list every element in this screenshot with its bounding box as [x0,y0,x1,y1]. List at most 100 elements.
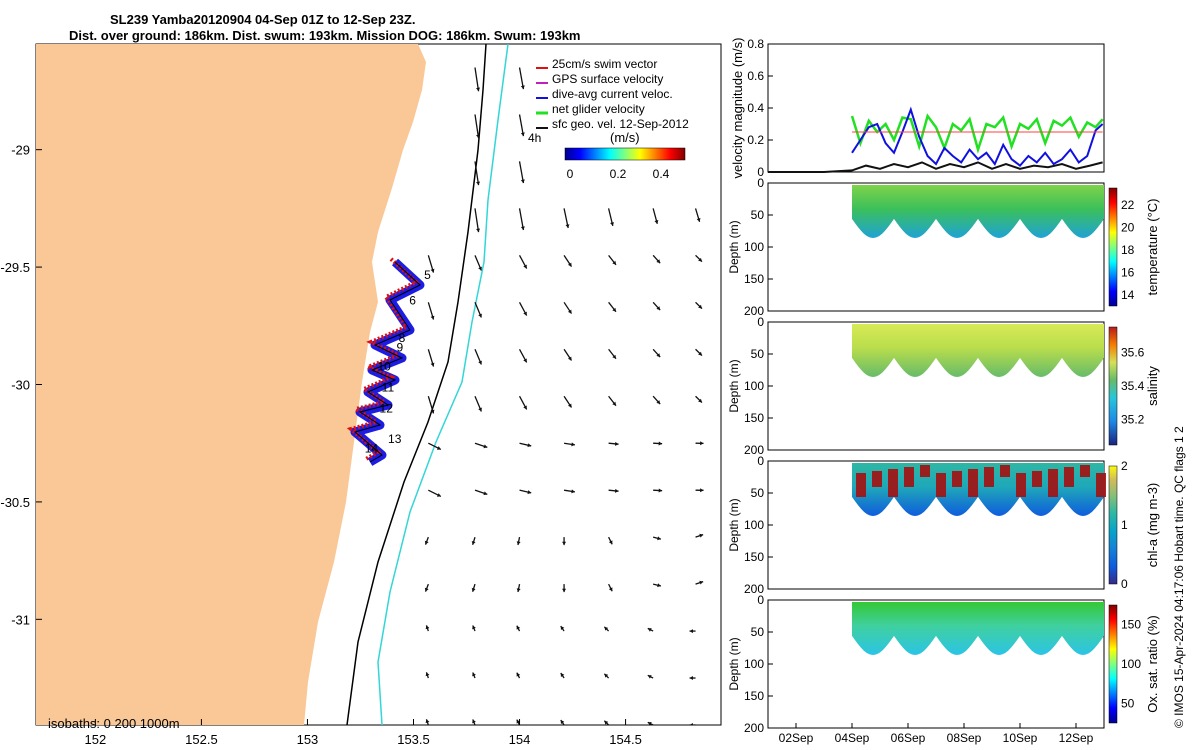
geo-arrow [474,114,480,139]
geo-arrow-head [562,588,567,593]
map-x-tick-label: 154.5 [609,732,642,747]
map-legend: 25cm/s swim vector GPS surface velocity … [528,57,689,181]
map-x-tick-label: 153 [297,732,319,747]
velocity-y-tick-label: 0.2 [747,133,764,147]
colorbar-tick-label: 100 [1121,657,1141,671]
colorbar-units: (m/s) [610,130,640,145]
geo-arrow-head [471,540,476,545]
depth-tick-label: 0 [757,315,764,329]
day-marker: 9 [397,341,404,355]
geo-arrow-head [527,443,532,448]
legend-swim-vector: 25cm/s swim vector [552,57,657,71]
geo-arrow-head [657,536,661,541]
geo-arrow [474,208,480,233]
colorbar-tick-label: 16 [1121,265,1135,279]
geo-arrow-head [698,398,702,403]
velocity-panel-frame [767,43,1105,173]
geo-arrow-head [571,489,575,494]
geo-arrow-head [612,354,616,359]
depth-tick-label: 150 [744,689,764,703]
geo-arrow-head [610,222,614,226]
time-label-4h: 4h [528,131,541,145]
geo-arrow-head [614,441,619,446]
geo-arrow [518,114,525,137]
geo-arrow-head [658,441,663,446]
geo-arrow-head [612,401,616,406]
geo-arrow-head [567,356,572,361]
geo-arrow-head [689,723,693,725]
isobaths-label: isobaths: 0 200 1000m [48,716,180,731]
geo-arrow-head [571,442,575,447]
day-marker: 11 [382,381,395,395]
chl-patch [1064,467,1074,487]
legend-dive-avg: dive-avg current veloc. [552,87,673,101]
depth-tick-label: 100 [744,379,764,393]
velocity-y-tick-label: 0.6 [747,69,764,83]
geo-arrow-head [689,629,693,634]
velocity-series-line [768,161,1103,173]
geo-arrow-head [516,625,521,630]
geo-arrow-head [608,587,613,592]
isobath-1000m [377,44,509,725]
depth-ylabel: Depth (m) [727,220,741,273]
map-y-tick-label: -29.5 [0,260,30,275]
panel-colorbar [1108,465,1118,585]
geo-arrow [518,161,525,184]
chl-patch [984,467,994,487]
geo-arrow-head [478,266,482,271]
geo-arrow-head [565,224,570,228]
geo-arrow-head [476,134,481,139]
colorbar-tick-label: 50 [1121,696,1135,710]
title-line-1: SL239 Yamba20120904 04-Sep 01Z to 12-Sep… [110,12,416,27]
depth-tick-label: 50 [751,486,765,500]
depth-tick-label: 0 [757,593,764,607]
depth-tick-label: 200 [744,582,764,596]
chl-patch [920,465,930,477]
geo-arrow-head [656,353,661,358]
geo-arrow-head [604,673,609,678]
geo-arrow-head [657,583,661,588]
geo-arrow-head [425,719,430,724]
geo-arrow-head [436,493,441,497]
colorbar-tick-label: 35.4 [1121,379,1145,393]
depth-tick-label: 150 [744,550,764,564]
geo-arrow-head [527,490,532,495]
time-tick-label: 12Sep [1059,731,1094,745]
day-marker: 6 [409,294,416,308]
depth-field [852,185,1104,239]
land-area [36,44,426,725]
depth-tick-label: 0 [757,454,764,468]
colorbar-tick-label: 2 [1121,459,1128,473]
geo-arrow-head [612,307,616,312]
colorbar-tick: 0.4 [653,167,670,181]
depth-tick-label: 100 [744,657,764,671]
depth-tick-label: 50 [751,347,765,361]
geo-arrow-head [656,306,661,311]
geo-arrow-head [523,264,527,269]
panel-colorbar [1108,187,1118,307]
geo-arrow-head [647,628,652,632]
day-marker: 13 [388,432,402,446]
map-x-tick-label: 154 [509,732,531,747]
colorbar-tick-label: 1 [1121,518,1128,532]
colorbar-tick: 0.2 [610,167,627,181]
chl-patch [856,473,866,497]
colorbar-tick-label: 18 [1121,243,1135,257]
geo-arrow-head [424,587,429,592]
map-axis-ticks: 152 152.5 153 153.5 154 154.5 -29 -29.5 -30 -30.5… [0,143,641,747]
colorbar-tick-label: 35.2 [1121,413,1145,427]
gps-track-line [346,257,420,461]
glider-path [353,261,421,463]
geo-arrow-head [425,625,430,630]
time-tick-label: 10Sep [1003,731,1038,745]
legend-net-glider: net glider velocity [552,102,645,116]
depth-tick-label: 200 [744,721,764,735]
geo-arrow-head [523,405,527,410]
colorbar-tick: 0 [567,167,574,181]
geo-arrow-head [483,491,488,496]
geo-arrow-head [562,541,567,546]
depth-tick-label: 150 [744,272,764,286]
day-marker: 14 [365,442,379,456]
map-y-tick-label: -31 [11,612,30,627]
geo-arrow-head [476,228,481,233]
